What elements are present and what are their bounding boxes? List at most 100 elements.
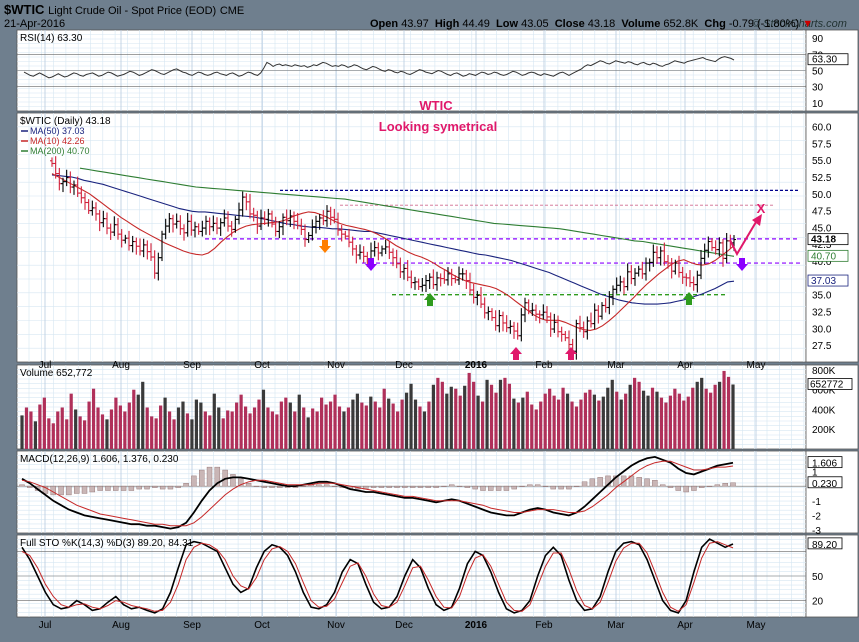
volume-bar: [181, 401, 185, 449]
volume-bar: [159, 405, 163, 449]
macd-histogram-bar: [58, 485, 64, 496]
volume-bar: [677, 393, 681, 449]
sto-title: Full STO %K(14,3) %D(3) 89.20, 84.31: [20, 538, 194, 549]
volume-value: 652.8K: [663, 18, 699, 30]
macd-histogram-bar: [644, 478, 650, 487]
macd-histogram-bar: [300, 485, 306, 487]
arrow-icon: [319, 240, 331, 253]
macd-histogram-bar: [464, 485, 471, 488]
volume-bar: [624, 393, 628, 449]
volume-bar: [404, 392, 409, 449]
down-triangle-icon: ▼: [802, 18, 814, 30]
volume-bar: [485, 379, 489, 449]
macd-histogram-bar: [144, 485, 150, 490]
annotation-title: WTIC: [419, 98, 453, 113]
macd-tick: -3: [812, 526, 821, 537]
macd-histogram-bar: [597, 477, 603, 487]
price-tick: 30.0: [812, 324, 832, 335]
volume-bar: [346, 407, 351, 449]
volume-bar: [498, 379, 503, 449]
macd-value-box: [807, 456, 843, 469]
volume-bar: [306, 417, 310, 449]
volume-bar: [132, 389, 136, 449]
high-value: 44.49: [462, 18, 490, 30]
volume-bar: [682, 400, 686, 449]
macd-title: MACD(12,26,9) 1.606, 1.376, 0.230: [20, 454, 179, 465]
volume-bar: [422, 411, 427, 449]
volume-bar: [96, 407, 100, 449]
macd-histogram-bar: [19, 484, 25, 487]
month-label: Sep: [183, 620, 201, 631]
volume-bar: [391, 403, 395, 449]
volume-bar: [659, 397, 664, 449]
volume-bar: [525, 391, 529, 449]
price-bar: [449, 268, 454, 286]
volume-bar: [141, 381, 145, 449]
volume-bar: [619, 399, 623, 449]
volume-bar: [145, 407, 149, 449]
rsi-tick: 90: [812, 34, 824, 45]
price-bar: [471, 283, 476, 304]
volume-bar: [597, 400, 601, 449]
price-value-label: 37.03: [811, 276, 836, 287]
macd-histogram-bar: [230, 474, 236, 487]
volume-bar: [378, 407, 382, 449]
volume-bar: [226, 410, 230, 449]
volume-bar: [333, 394, 337, 449]
macd-histogram-bar: [425, 485, 431, 488]
volume-bar: [418, 406, 422, 449]
volume-bar: [302, 407, 306, 449]
macd-histogram-bar: [378, 485, 385, 488]
macd-tick: 1.606: [812, 459, 837, 470]
rsi-tick: 10: [812, 99, 824, 110]
ohlc-readout: Open 43.97 High 44.49 Low 43.05 Close 43…: [370, 18, 813, 30]
source-credit: © StockCharts.com: [752, 18, 847, 30]
volume-bar: [199, 402, 203, 449]
macd-histogram-bar: [691, 485, 697, 491]
volume-bar: [284, 397, 288, 449]
arrow-icon: [736, 258, 748, 271]
month-label: Apr: [677, 620, 693, 631]
volume-bar: [561, 387, 565, 449]
macd-histogram-bar: [105, 485, 111, 491]
macd-histogram-bar: [245, 483, 252, 487]
volume-bar: [51, 423, 55, 449]
volume-bar: [579, 399, 583, 449]
macd-histogram-bar: [316, 484, 322, 487]
macd-histogram-bar: [542, 485, 549, 487]
macd-histogram-bar: [706, 485, 713, 487]
month-label: Aug: [112, 620, 130, 631]
price-tick: 40.0: [812, 257, 832, 268]
macd-histogram-bar: [636, 477, 642, 487]
macd-histogram-bar: [558, 485, 564, 490]
macd-line-0: [21, 455, 734, 530]
volume-tick: 200K: [812, 425, 836, 436]
month-label: Oct: [254, 620, 270, 631]
volume-bar: [530, 404, 534, 449]
volume-bar: [369, 396, 373, 449]
price-title: $WTIC (Daily) 43.18: [20, 116, 111, 127]
price-bar: [427, 273, 432, 289]
volume-bar: [476, 395, 480, 449]
macd-histogram-bar: [191, 475, 197, 487]
volume-bar: [373, 401, 377, 449]
volume-bar: [320, 397, 324, 449]
volume-bar: [235, 402, 239, 449]
volume-bar: [217, 407, 221, 449]
price-bar: [438, 273, 443, 287]
volume-bar: [136, 394, 140, 449]
macd-histogram-bar: [519, 485, 525, 487]
low-value: 43.05: [521, 18, 549, 30]
volume-bar: [337, 406, 342, 449]
macd-histogram-bar: [175, 485, 181, 488]
volume-bar: [47, 418, 51, 449]
price-tick: 45.0: [812, 223, 832, 234]
macd-histogram-bar: [386, 485, 392, 488]
month-label: Jul: [39, 620, 52, 631]
macd-histogram-bar: [394, 485, 400, 488]
volume-bar: [458, 395, 462, 449]
macd-histogram-bar: [667, 485, 674, 488]
rsi-value-label: 63.30: [812, 55, 837, 66]
instrument-name: Light Crude Oil - Spot Price (EOD): [48, 5, 217, 17]
price-bar: [262, 211, 267, 225]
